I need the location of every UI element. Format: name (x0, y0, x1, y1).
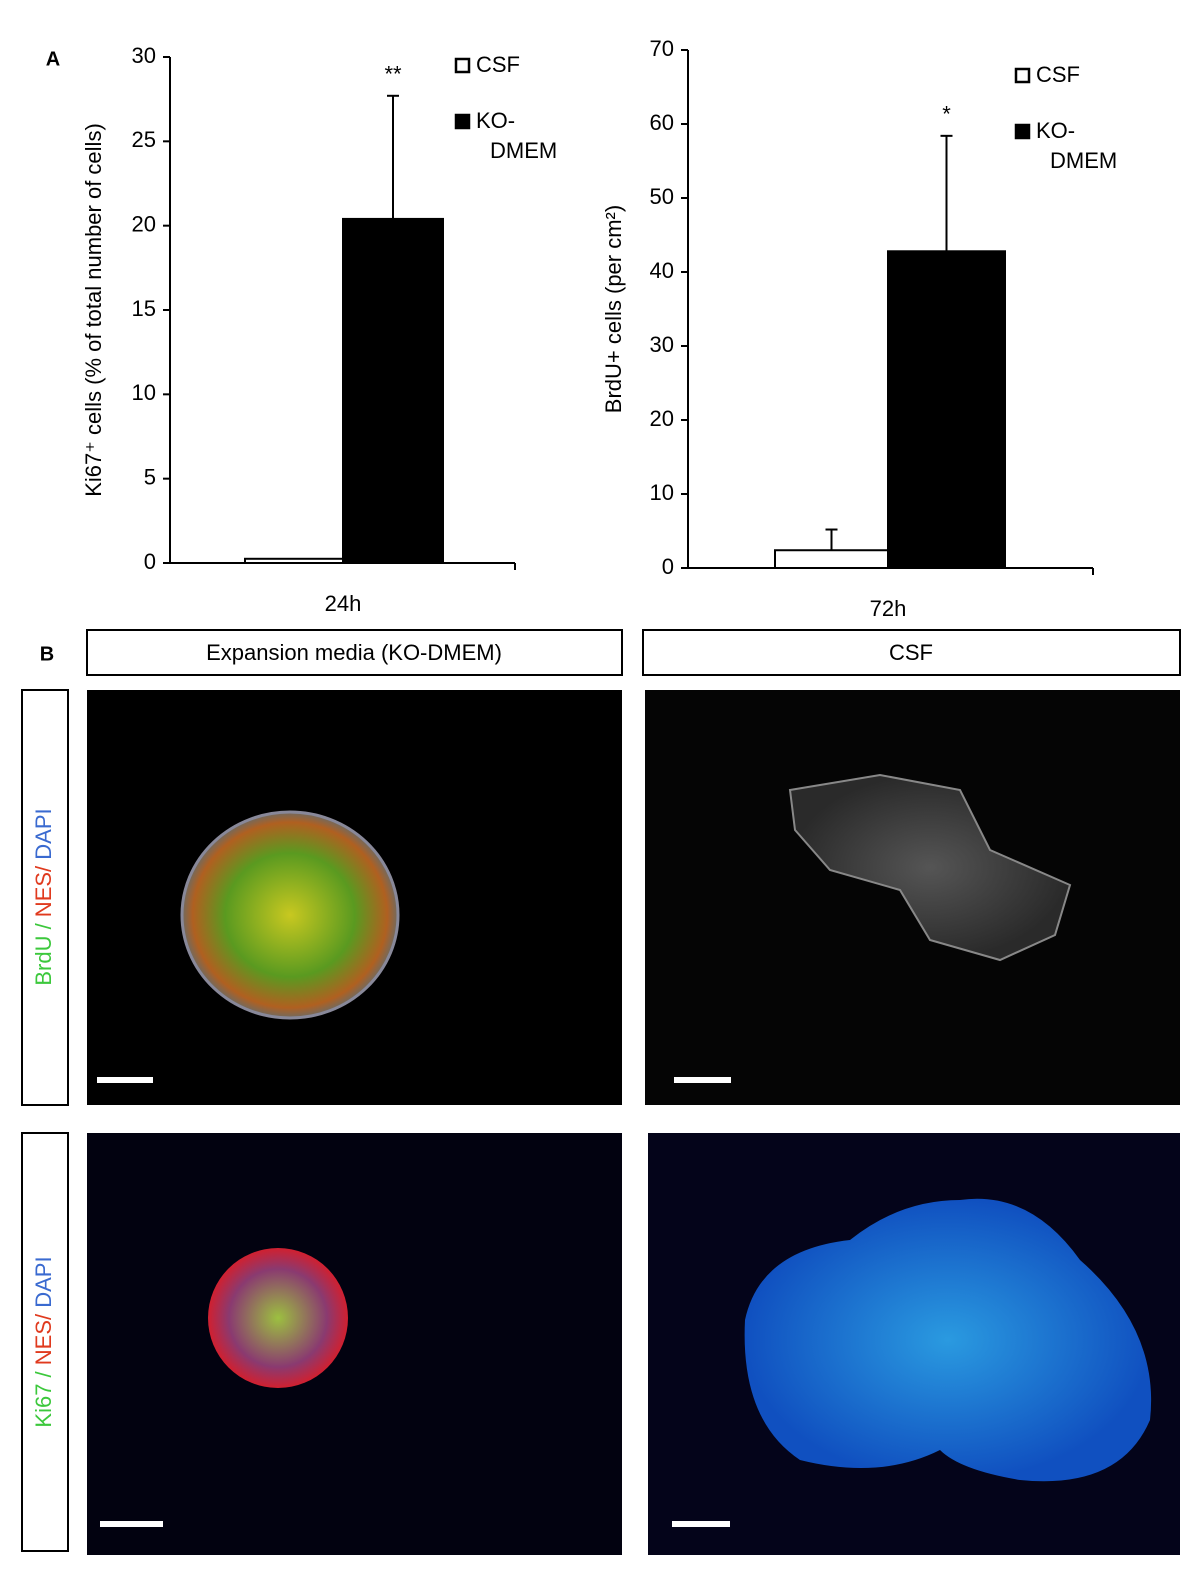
y-tick-label: 70 (650, 36, 674, 61)
bar (774, 549, 889, 569)
bar (244, 557, 344, 564)
panel-label: B (40, 643, 54, 665)
y-tick-label: 20 (650, 406, 674, 431)
legend-label: KO-DMEM (1036, 118, 1117, 173)
column-header-box (642, 629, 1181, 676)
y-tick-label: 5 (144, 464, 156, 489)
legend-swatch (454, 113, 471, 130)
x-tick-label: 72h (870, 596, 907, 621)
panel-label: A (46, 48, 60, 70)
row-label: BrdU / NES/ DAPI (31, 808, 56, 985)
y-axis-label: Ki67⁺ cells (% of total number of cells) (81, 123, 106, 497)
y-tick-label: 15 (132, 296, 156, 321)
x-tick-label: 24h (325, 591, 362, 616)
error-bar (387, 94, 399, 219)
row-label-part: DAPI (31, 1256, 56, 1307)
y-tick-label: 25 (132, 127, 156, 152)
legend-label: CSF (476, 52, 520, 77)
micrograph (648, 1133, 1180, 1555)
y-tick-label: 50 (650, 184, 674, 209)
y-tick-label: 0 (662, 554, 674, 579)
row-label: Ki67 / NES/ DAPI (31, 1256, 56, 1427)
y-tick-label: 0 (144, 549, 156, 574)
micrograph (645, 690, 1180, 1105)
significance-label: * (942, 102, 951, 127)
legend-label: KO-DMEM (476, 108, 557, 163)
row-label-part: DAPI (31, 808, 56, 859)
y-axis-label: BrdU+ cells (per cm²) (601, 205, 626, 413)
legend-swatch (454, 57, 471, 74)
row-label-box (21, 1132, 69, 1552)
y-tick-label: 30 (132, 43, 156, 68)
y-tick-label: 10 (650, 480, 674, 505)
row-label-part: Ki67 / (31, 1365, 56, 1427)
y-tick-label: 20 (132, 211, 156, 236)
y-tick-label: 10 (132, 380, 156, 405)
y-tick-label: 60 (650, 110, 674, 135)
error-bar (940, 134, 953, 252)
micrograph (87, 1133, 622, 1555)
row-label-part: BrdU / (31, 917, 56, 985)
y-tick-label: 40 (650, 258, 674, 283)
legend-swatch (1014, 67, 1031, 84)
legend-label: CSF (1036, 62, 1080, 87)
bar (887, 250, 1006, 569)
error-bar (825, 528, 838, 551)
row-label-part: NES/ (31, 860, 56, 917)
legend-swatch (1014, 123, 1031, 140)
column-header: Expansion media (KO-DMEM) (206, 640, 502, 665)
significance-label: ** (384, 62, 402, 87)
row-label-part: NES/ (31, 1308, 56, 1365)
bar (342, 217, 444, 564)
column-header-box (86, 629, 623, 676)
column-header: CSF (889, 640, 933, 665)
y-tick-label: 30 (650, 332, 674, 357)
micrograph (87, 690, 622, 1105)
row-label-box (21, 689, 69, 1106)
